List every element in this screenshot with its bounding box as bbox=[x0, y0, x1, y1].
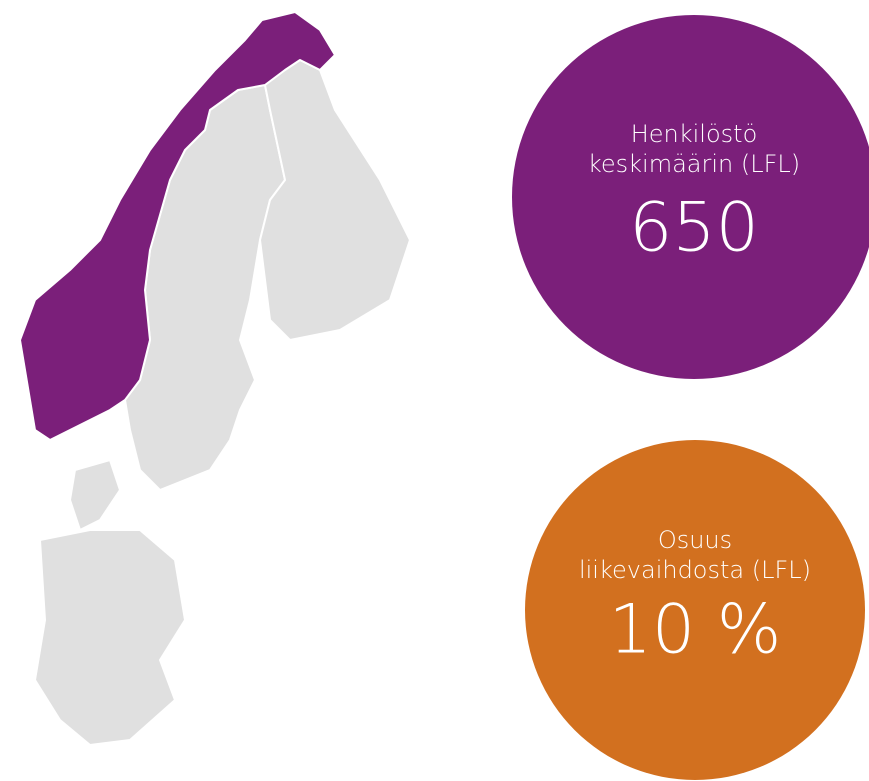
map bbox=[19, 11, 411, 746]
sweden bbox=[124, 84, 286, 491]
stat-label: Henkilöstö bbox=[631, 120, 758, 148]
stat-label: Osuus bbox=[658, 526, 732, 554]
stat-label: liikevaihdosta (LFL) bbox=[579, 556, 811, 584]
finland bbox=[259, 59, 411, 341]
germany bbox=[34, 529, 186, 746]
norway bbox=[19, 11, 336, 441]
stat-label: keskimäärin (LFL) bbox=[588, 150, 800, 178]
stat-value: 650 bbox=[629, 189, 759, 268]
revenue-share-circle bbox=[525, 440, 865, 780]
headcount-circle bbox=[512, 15, 869, 379]
stat-value: 10 % bbox=[609, 591, 782, 670]
denmark bbox=[69, 459, 121, 531]
